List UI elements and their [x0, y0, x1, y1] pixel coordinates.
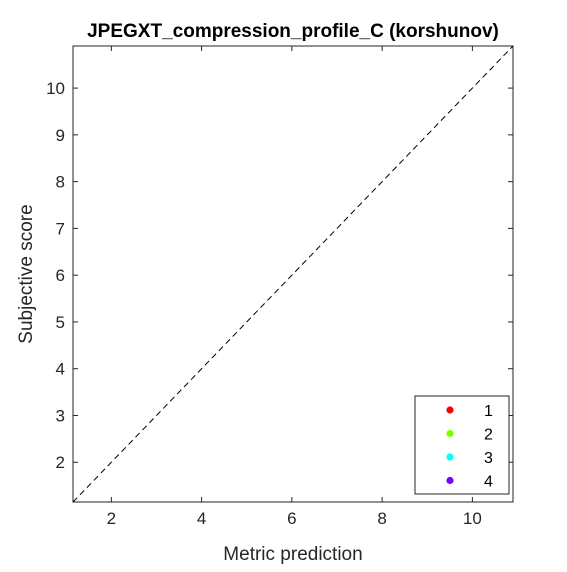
y-axis-label: Subjective score	[16, 204, 37, 343]
ticks-layer: 2 4 6 8 10 2 3 4 5 6 7 8 9 10	[46, 46, 513, 528]
chart-title: JPEGXT_compression_profile_C (korshunov)	[87, 21, 499, 42]
x-tick-label: 4	[197, 509, 206, 528]
x-tick-label: 8	[377, 509, 386, 528]
y-tick-label: 5	[56, 313, 65, 332]
identity-reference-line	[72, 45, 514, 503]
legend-marker	[446, 429, 454, 438]
x-axis-label: Metric prediction	[223, 544, 362, 565]
legend-marker	[446, 476, 454, 485]
legend: 1 2 3 4	[414, 395, 510, 495]
y-tick-label: 2	[56, 453, 65, 472]
legend-label: 4	[484, 474, 493, 491]
y-tick-label: 3	[56, 406, 65, 425]
y-tick-label: 7	[56, 219, 65, 238]
legend-label: 3	[484, 450, 493, 467]
legend-label: 1	[484, 403, 493, 420]
y-tick-label: 9	[56, 126, 65, 145]
legend-marker	[446, 453, 454, 461]
legend-box	[414, 395, 510, 495]
x-tick-label: 2	[107, 509, 116, 528]
y-tick-label: 8	[56, 173, 65, 192]
legend-label: 2	[484, 427, 493, 444]
y-tick-label: 6	[56, 266, 65, 285]
legend-marker	[446, 406, 454, 414]
x-tick-label: 10	[463, 509, 482, 528]
x-tick-label: 6	[287, 509, 296, 528]
y-tick-label: 10	[46, 79, 65, 98]
y-tick-label: 4	[56, 360, 65, 379]
reference-line-layer	[72, 45, 514, 503]
